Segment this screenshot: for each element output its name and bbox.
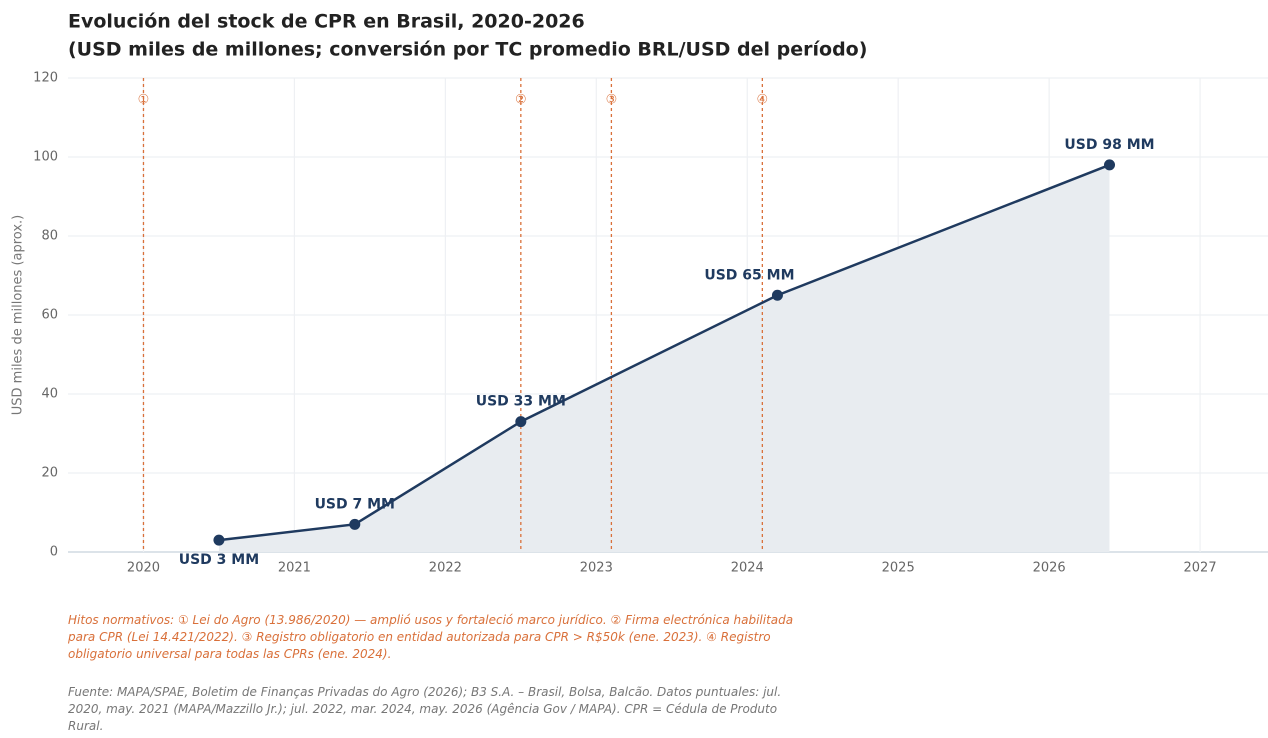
y-tick-label: 100 <box>33 150 58 165</box>
y-axis-label: USD miles de millones (aprox.) <box>11 215 26 415</box>
y-tick-label: 0 <box>50 545 58 560</box>
x-tick-label: 2022 <box>429 561 462 576</box>
area <box>218 164 1110 552</box>
point <box>515 416 527 428</box>
y-tick-label: 20 <box>41 466 58 481</box>
milestone-note: Hitos normativos: ① Lei do Agro (13.986/… <box>68 613 794 661</box>
data-label: USD 3 MM <box>179 552 259 568</box>
chart-title: Evolución del stock de CPR en Brasil, 20… <box>68 11 585 33</box>
milestone-label: ④ <box>757 93 769 108</box>
x-tick-label: 2026 <box>1033 561 1066 576</box>
point <box>1104 159 1116 171</box>
chart: Evolución del stock de CPR en Brasil, 20… <box>11 11 1268 576</box>
point <box>349 518 361 530</box>
x-tick-label: 2021 <box>278 561 311 576</box>
milestone-label: ③ <box>606 93 618 108</box>
source-note: Fuente: MAPA/SPAE, Boletim de Finanças P… <box>68 685 782 733</box>
y-tick-label: 40 <box>41 387 58 402</box>
x-tick-label: 2027 <box>1184 561 1217 576</box>
x-tick-label: 2020 <box>127 561 160 576</box>
x-tick-label: 2025 <box>882 561 915 576</box>
x-tick-label: 2024 <box>731 561 764 576</box>
chart-subtitle: (USD miles de millones; conversión por T… <box>68 39 867 61</box>
y-tick-label: 60 <box>41 308 58 323</box>
x-tick-label: 2023 <box>580 561 613 576</box>
y-tick-label: 80 <box>41 229 58 244</box>
data-label: USD 98 MM <box>1064 137 1154 153</box>
milestone-label: ① <box>138 93 150 108</box>
data-label: USD 65 MM <box>704 267 794 283</box>
point <box>771 289 783 301</box>
point <box>213 534 225 546</box>
y-tick-label: 120 <box>33 71 58 86</box>
data-label: USD 33 MM <box>476 394 566 410</box>
milestone-label: ② <box>515 93 527 108</box>
data-label: USD 7 MM <box>315 496 395 512</box>
